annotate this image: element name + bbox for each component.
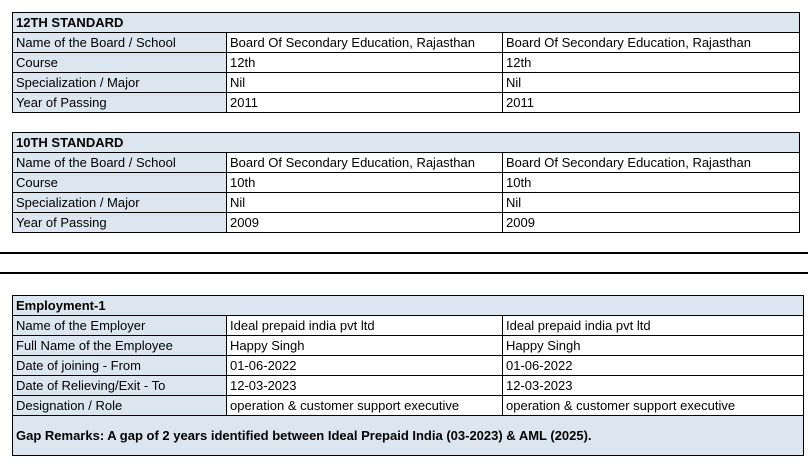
row-label: Designation / Role	[12, 395, 227, 416]
row-value-verified: Board Of Secondary Education, Rajasthan	[501, 32, 801, 53]
table-employment-1: Employment-1 Name of the Employer Ideal pr…	[11, 295, 805, 456]
table-row: Year of Passing 2009 2009	[12, 212, 801, 233]
row-value-verified: operation & customer support executive	[501, 395, 805, 416]
row-value-verified: 12-03-2023	[501, 375, 805, 396]
divider-line-top	[0, 252, 808, 254]
row-label: Full Name of the Employee	[12, 335, 227, 356]
row-label: Course	[12, 172, 227, 193]
row-value-verified: 12th	[501, 52, 801, 73]
row-value-primary: 10th	[226, 172, 503, 193]
section-title: Employment-1	[11, 295, 805, 316]
section-header-row: 10TH STANDARD	[11, 132, 801, 153]
row-value-verified: 2009	[501, 212, 801, 233]
row-value-verified: Board Of Secondary Education, Rajasthan	[501, 152, 801, 173]
row-label: Specialization / Major	[12, 72, 227, 93]
table-row: Full Name of the Employee Happy Singh Happ…	[12, 335, 805, 356]
row-value-primary: Nil	[226, 72, 503, 93]
row-value-primary: 2011	[226, 92, 503, 113]
section-title: 12TH STANDARD	[11, 12, 801, 33]
section-header-row: Employment-1	[11, 295, 805, 316]
divider-line-bottom	[0, 272, 808, 274]
table-row: Date of Relieving/Exit - To 12-03-2023 12-…	[12, 375, 805, 396]
table-row: Name of the Board / School Board Of Secon…	[12, 32, 801, 53]
table-row: Designation / Role operation & customer s…	[12, 395, 805, 416]
row-value-verified: Nil	[501, 72, 801, 93]
table-10th-standard: 10TH STANDARD Name of the Board / School B…	[11, 132, 801, 233]
remarks-row: Gap Remarks: A gap of 2 years identified…	[11, 415, 805, 456]
row-label: Year of Passing	[12, 212, 227, 233]
row-value-verified: 2011	[501, 92, 801, 113]
row-value-primary: 2009	[226, 212, 503, 233]
row-value-primary: Nil	[226, 192, 503, 213]
row-value-verified: Happy Singh	[501, 335, 805, 356]
row-value-primary: Happy Singh	[226, 335, 503, 356]
row-label: Course	[12, 52, 227, 73]
row-value-primary: Ideal prepaid india pvt ltd	[226, 315, 503, 336]
table-row: Name of the Board / School Board Of Secon…	[12, 152, 801, 173]
table-row: Course 12th 12th	[12, 52, 801, 73]
row-value-primary: Board Of Secondary Education, Rajasthan	[226, 152, 503, 173]
table-row: Specialization / Major Nil Nil	[12, 192, 801, 213]
row-value-verified: Ideal prepaid india pvt ltd	[501, 315, 805, 336]
row-value-primary: Board Of Secondary Education, Rajasthan	[226, 32, 503, 53]
row-label: Name of the Employer	[12, 315, 227, 336]
row-value-verified: 10th	[501, 172, 801, 193]
row-label: Date of Relieving/Exit - To	[12, 375, 227, 396]
row-label: Name of the Board / School	[12, 32, 227, 53]
row-value-verified: Nil	[501, 192, 801, 213]
row-value-primary: operation & customer support executive	[226, 395, 503, 416]
table-row: Course 10th 10th	[12, 172, 801, 193]
row-label: Name of the Board / School	[12, 152, 227, 173]
row-label: Date of joining - From	[12, 355, 227, 376]
row-value-primary: 12-03-2023	[226, 375, 503, 396]
table-row: Specialization / Major Nil Nil	[12, 72, 801, 93]
row-value-verified: 01-06-2022	[501, 355, 805, 376]
table-row: Name of the Employer Ideal prepaid india …	[12, 315, 805, 336]
row-value-primary: 12th	[226, 52, 503, 73]
row-value-primary: 01-06-2022	[226, 355, 503, 376]
gap-remarks: Gap Remarks: A gap of 2 years identified…	[11, 415, 805, 456]
row-label: Year of Passing	[12, 92, 227, 113]
section-header-row: 12TH STANDARD	[11, 12, 801, 33]
section-title: 10TH STANDARD	[11, 132, 801, 153]
table-row: Date of joining - From 01-06-2022 01-06-20…	[12, 355, 805, 376]
row-label: Specialization / Major	[12, 192, 227, 213]
table-12th-standard: 12TH STANDARD Name of the Board / School B…	[11, 12, 801, 113]
table-row: Year of Passing 2011 2011	[12, 92, 801, 113]
